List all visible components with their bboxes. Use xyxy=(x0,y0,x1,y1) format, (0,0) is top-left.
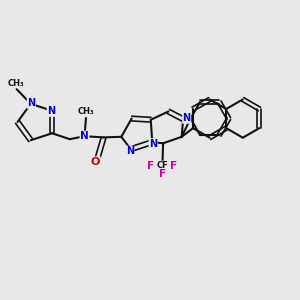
Text: N: N xyxy=(149,139,157,148)
Text: F: F xyxy=(147,161,154,171)
Text: CH₃: CH₃ xyxy=(8,79,24,88)
Text: O: O xyxy=(91,157,100,167)
Text: CH₃: CH₃ xyxy=(78,107,94,116)
Text: F: F xyxy=(159,169,166,179)
Text: N: N xyxy=(183,113,191,123)
Text: CF: CF xyxy=(157,161,168,170)
Text: F: F xyxy=(170,161,177,171)
Text: N: N xyxy=(80,131,89,141)
Text: N: N xyxy=(27,98,35,108)
Text: N: N xyxy=(47,106,55,116)
Text: N: N xyxy=(126,146,134,156)
